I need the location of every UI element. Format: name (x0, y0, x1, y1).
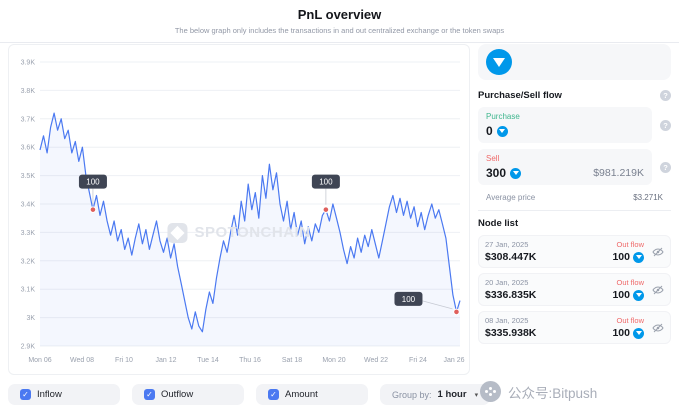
purchase-label: Purchase (486, 112, 520, 121)
node-flow-label: Out flow (616, 240, 644, 249)
ton-token-avatar[interactable] (486, 49, 512, 75)
sidebar: Purchase/Sell flow ? Purchase 0 ? Sell 3… (478, 44, 671, 349)
help-icon[interactable]: ? (660, 90, 671, 101)
purchase-row: Purchase 0 ? (478, 107, 671, 143)
svg-text:Mon 20: Mon 20 (322, 357, 345, 364)
node-usd: $308.447K (485, 251, 537, 263)
svg-text:100: 100 (86, 178, 100, 187)
help-icon[interactable]: ? (660, 161, 671, 173)
page-title: PnL overview (297, 7, 382, 22)
svg-text:Jan 12: Jan 12 (155, 357, 176, 364)
ton-coin-icon (633, 251, 644, 263)
outflow-label: Outflow (161, 389, 194, 400)
sell-row: Sell 300 $981.219K ? (478, 149, 671, 185)
svg-text:3.9K: 3.9K (21, 60, 36, 67)
purchase-value: 0 (486, 124, 493, 138)
average-price-value: $3.271K (633, 193, 663, 202)
sell-usd-value: $981.219K (593, 167, 644, 179)
svg-text:3.5K: 3.5K (21, 173, 36, 180)
checkbox-checked-icon[interactable]: ✓ (144, 389, 155, 400)
sell-label: Sell (486, 154, 500, 163)
pnl-line-chart[interactable]: 3.9K 3.8K 3.7K 3.6K 3.5K 3.4K 3.3K 3.2K 3.1K 3K 2.… (10, 46, 468, 374)
node-amount: 100 (612, 327, 630, 339)
checkbox-checked-icon[interactable]: ✓ (20, 389, 31, 400)
pnl-chart-card: 3.9K 3.8K 3.7K 3.6K 3.5K 3.4K 3.3K 3.2K 3.1K 3K 2.… (8, 44, 470, 375)
svg-text:Tue 14: Tue 14 (197, 357, 219, 364)
ton-coin-icon (510, 167, 522, 179)
node-date: 27 Jan, 2025 (485, 240, 529, 249)
svg-text:100: 100 (402, 295, 416, 304)
svg-text:3.6K: 3.6K (21, 145, 36, 152)
svg-text:3.7K: 3.7K (21, 116, 36, 123)
svg-text:Mon 06: Mon 06 (28, 357, 51, 364)
svg-text:Fri 24: Fri 24 (409, 357, 427, 364)
svg-text:100: 100 (319, 178, 333, 187)
svg-text:Thu 16: Thu 16 (239, 357, 261, 364)
node-list-row[interactable]: 08 Jan, 2025 $335.938K Out flow 100 (478, 311, 671, 344)
help-icon[interactable]: ? (660, 119, 671, 131)
svg-text:Wed 22: Wed 22 (364, 357, 388, 364)
group-by-select[interactable]: Group by: 1 hour ▾ (380, 384, 491, 405)
amount-toggle[interactable]: ✓ Amount (256, 384, 368, 405)
node-amount: 100 (612, 251, 630, 263)
average-price-label: Average price (486, 193, 536, 202)
chart-controls: ✓ Inflow ✓ Outflow ✓ Amount Group by: 1 … (8, 384, 491, 405)
group-by-value: 1 hour (437, 389, 467, 400)
svg-text:3.2K: 3.2K (21, 258, 36, 265)
inflow-toggle[interactable]: ✓ Inflow (8, 384, 120, 405)
svg-text:3.3K: 3.3K (21, 230, 36, 237)
bitpush-watermark-text: 公众号:Bitpush (508, 385, 598, 401)
amount-label: Amount (285, 389, 318, 400)
token-header (478, 44, 671, 80)
node-flow-label: Out flow (616, 316, 644, 325)
svg-text:Jan 26: Jan 26 (443, 357, 464, 364)
chevron-down-icon: ▾ (474, 391, 479, 399)
node-usd: $336.835K (485, 289, 537, 301)
inflow-label: Inflow (37, 389, 62, 400)
node-date: 20 Jan, 2025 (485, 278, 529, 287)
page-header: PnL overview The below graph only includ… (0, 0, 679, 43)
sidebar-divider (478, 210, 671, 211)
node-amount: 100 (612, 289, 630, 301)
svg-text:3.1K: 3.1K (21, 287, 36, 294)
svg-text:Wed 08: Wed 08 (70, 357, 94, 364)
ton-coin-icon (496, 125, 508, 137)
ton-coin-icon (633, 289, 644, 301)
node-list-heading: Node list (478, 218, 519, 229)
node-usd: $335.938K (485, 327, 537, 339)
eye-off-icon[interactable] (652, 284, 664, 296)
ton-coin-icon (633, 327, 644, 339)
header-divider (0, 42, 679, 43)
purchase-block: Purchase 0 (478, 107, 652, 143)
node-list-row[interactable]: 20 Jan, 2025 $336.835K Out flow 100 (478, 273, 671, 306)
node-list-row[interactable]: 27 Jan, 2025 $308.447K Out flow 100 (478, 235, 671, 268)
group-by-label: Group by: (392, 389, 432, 400)
eye-off-icon[interactable] (652, 246, 664, 258)
svg-text:3.8K: 3.8K (21, 88, 36, 95)
bitpush-logo-icon (480, 381, 501, 402)
bitpush-watermark: 公众号:Bitpush (480, 381, 597, 402)
flow-section-heading: Purchase/Sell flow (478, 90, 562, 101)
svg-text:3.4K: 3.4K (21, 202, 36, 209)
svg-text:2.9K: 2.9K (21, 344, 36, 351)
node-flow-label: Out flow (616, 278, 644, 287)
node-date: 08 Jan, 2025 (485, 316, 529, 325)
sell-block: Sell 300 $981.219K (478, 149, 652, 185)
sell-value: 300 (486, 166, 507, 180)
outflow-toggle[interactable]: ✓ Outflow (132, 384, 244, 405)
page-subtitle: The below graph only includes the transa… (174, 26, 505, 35)
svg-text:Fri 10: Fri 10 (115, 357, 133, 364)
svg-text:3K: 3K (26, 315, 35, 322)
svg-text:Sat 18: Sat 18 (282, 357, 302, 364)
checkbox-checked-icon[interactable]: ✓ (268, 389, 279, 400)
average-price-row: Average price $3.271K (478, 191, 671, 208)
eye-off-icon[interactable] (652, 322, 664, 334)
